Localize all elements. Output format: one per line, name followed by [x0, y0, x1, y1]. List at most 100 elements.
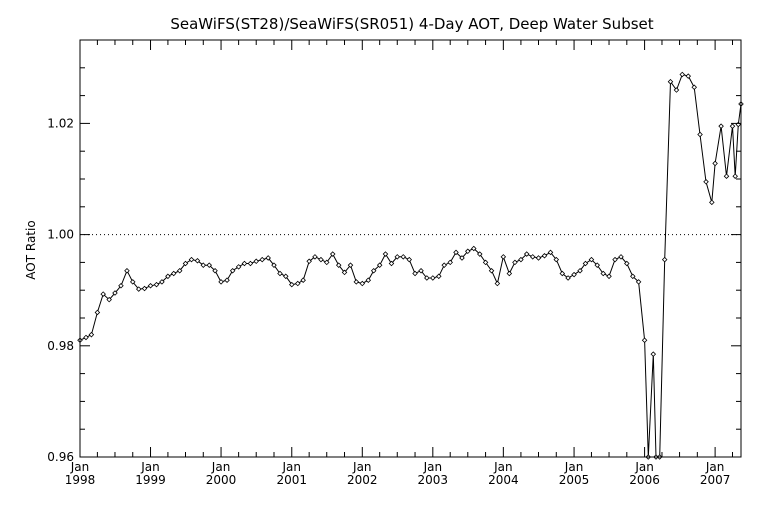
data-point: [88, 331, 95, 338]
data-point: [424, 275, 430, 281]
data-point: [732, 173, 738, 179]
data-point: [176, 267, 183, 274]
data-point: [247, 260, 254, 267]
data-point: [406, 256, 413, 263]
data-point: [318, 256, 324, 263]
data-point: [182, 260, 189, 267]
data-point: [641, 337, 648, 344]
data-point: [376, 262, 383, 268]
data-point: [618, 254, 624, 260]
data-point: [135, 286, 142, 292]
data-point: [512, 259, 518, 266]
x-tick-year-label: 2005: [559, 473, 590, 487]
data-point: [729, 123, 736, 129]
data-point: [679, 71, 686, 78]
x-tick-year-label: 1999: [135, 473, 166, 487]
y-axis-label: AOT Ratio: [24, 220, 38, 279]
x-tick-month-label: Jan: [493, 460, 513, 474]
data-point: [606, 273, 612, 280]
data-point: [229, 267, 236, 274]
data-point: [594, 262, 601, 268]
x-tick-month-label: Jan: [423, 460, 443, 474]
y-tick-layer: 0.96 0.98 1.00 1.02: [47, 39, 741, 464]
data-point: [518, 256, 524, 263]
data-point: [388, 260, 395, 267]
data-point: [170, 270, 177, 277]
x-tick-year-label: 2002: [347, 473, 378, 487]
data-point: [106, 296, 112, 303]
data-point: [212, 267, 218, 274]
data-point: [630, 273, 636, 280]
data-point: [697, 131, 703, 138]
data-point: [400, 254, 407, 260]
data-point: [294, 280, 301, 287]
data-point: [547, 249, 554, 256]
data-point: [459, 255, 465, 261]
data-point: [691, 84, 698, 91]
data-point: [200, 262, 207, 268]
x-tick-year-label: 2003: [418, 473, 449, 487]
data-point: [289, 281, 295, 288]
data-point: [703, 179, 709, 185]
data-point: [365, 277, 372, 283]
data-point: [667, 78, 674, 85]
data-point: [94, 309, 101, 316]
axes-layer: [79, 39, 742, 458]
y-tick-label: 1.00: [47, 228, 74, 242]
data-point: [341, 269, 348, 276]
data-point: [430, 275, 436, 281]
data-point: [300, 277, 306, 283]
data-point: [529, 254, 536, 260]
data-point: [235, 264, 242, 270]
data-point: [100, 291, 106, 297]
data-point: [353, 279, 360, 285]
x-tick-layer: Jan1998Jan1999Jan2000Jan2001Jan2002Jan20…: [65, 40, 733, 487]
x-tick-month-label: Jan: [705, 460, 725, 474]
x-tick-year-label: 2001: [276, 473, 307, 487]
data-point: [312, 254, 318, 260]
data-point: [129, 279, 136, 285]
data-point: [565, 275, 571, 281]
data-point: [447, 259, 453, 266]
data-point: [673, 87, 680, 93]
data-point: [500, 254, 507, 260]
data-point: [194, 257, 201, 264]
data-point: [147, 282, 154, 289]
data-point: [523, 251, 530, 257]
data-point: [218, 279, 224, 285]
series-line: [79, 73, 742, 458]
data-point: [241, 260, 248, 267]
data-point: [359, 280, 366, 287]
data-point: [265, 255, 271, 261]
data-point: [624, 260, 630, 267]
data-point: [436, 273, 442, 280]
data-point: [206, 262, 213, 268]
data-point: [685, 73, 692, 79]
data-point: [118, 282, 124, 289]
data-point: [709, 199, 715, 206]
data-point: [329, 251, 336, 257]
data-point: [488, 267, 495, 274]
x-tick-month-label: Jan: [70, 460, 90, 474]
data-point: [124, 267, 130, 274]
data-point: [559, 270, 566, 277]
x-tick-month-label: Jan: [352, 460, 372, 474]
data-point: [153, 281, 160, 288]
x-tick-month-label: Jan: [282, 460, 302, 474]
data-point: [661, 256, 668, 263]
data-point: [600, 270, 607, 277]
x-tick-month-label: Jan: [634, 460, 654, 474]
data-point: [477, 251, 483, 257]
data-point: [412, 270, 418, 277]
data-point: [612, 256, 618, 263]
data-point: [418, 267, 424, 274]
data-point: [553, 256, 560, 263]
x-tick-month-label: Jan: [211, 460, 231, 474]
x-tick-year-label: 2000: [206, 473, 237, 487]
data-point: [541, 252, 548, 259]
data-point: [723, 173, 730, 179]
data-point: [465, 248, 471, 255]
data-point: [577, 267, 583, 274]
data-point: [712, 160, 718, 167]
